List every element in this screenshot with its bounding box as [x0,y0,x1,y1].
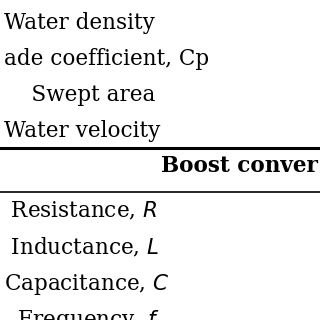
Text: Water velocity: Water velocity [4,120,160,141]
Text: Resistance, $R$: Resistance, $R$ [4,200,157,222]
Text: Boost conver: Boost conver [161,155,318,177]
Text: Swept area: Swept area [4,84,156,106]
Text: Frequency, $f$: Frequency, $f$ [4,308,160,320]
Text: Water density: Water density [4,12,155,34]
Text: ade coefficient, Cp: ade coefficient, Cp [4,48,209,70]
Text: Inductance, $L$: Inductance, $L$ [4,236,159,259]
Text: Capacitance, $C$: Capacitance, $C$ [4,272,170,297]
